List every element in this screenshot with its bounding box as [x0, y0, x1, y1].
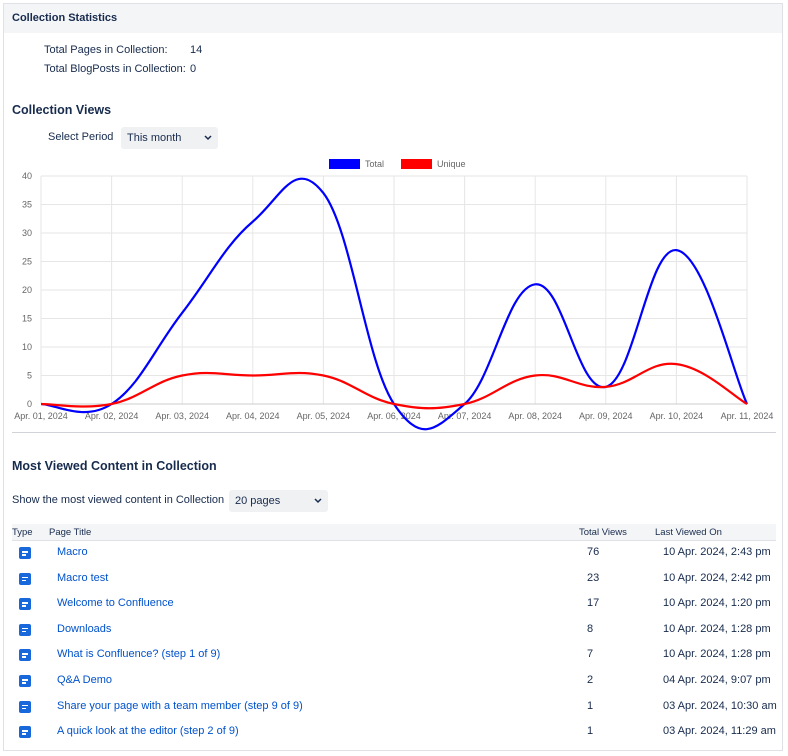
chevron: [314, 498, 322, 504]
legend-swatch: [329, 159, 360, 169]
last-viewed: 10 Apr. 2024, 1:28 pm: [663, 622, 771, 635]
total-views: 8: [587, 622, 594, 635]
total-views: 2: [587, 674, 594, 686]
chevron: [204, 135, 212, 141]
y-tick-label: 30: [22, 228, 32, 238]
count-select[interactable]: 20 pages: [229, 490, 328, 512]
stat-value: 0: [190, 63, 197, 75]
total-views: 76: [587, 546, 600, 558]
page-title-link[interactable]: Macro: [57, 546, 88, 558]
total-views: 17: [587, 597, 600, 610]
last-viewed: 10 Apr. 2024, 2:43 pm: [663, 546, 771, 558]
page-title-link[interactable]: Share your page with a team member (step…: [57, 699, 303, 712]
period-label: Select Period: [48, 131, 114, 143]
page-icon: [19, 649, 31, 662]
x-tick-label: Apr. 08, 2024: [508, 411, 562, 421]
page-title-link[interactable]: Welcome to Confluence: [57, 597, 174, 610]
y-tick-label: 10: [22, 342, 32, 352]
y-tick-label: 35: [22, 200, 32, 210]
series-line: [40, 177, 749, 431]
legend-label: Unique: [437, 159, 466, 169]
total-views: 23: [587, 571, 600, 584]
separator: [12, 432, 776, 433]
column-header: Page Title: [49, 527, 92, 538]
x-tick-label: Apr. 06, 2024: [367, 411, 421, 421]
page-title-link[interactable]: Q&A Demo: [57, 674, 113, 686]
panel-border: [3, 3, 783, 751]
last-viewed: 10 Apr. 2024, 1:20 pm: [663, 597, 771, 610]
header-title: Collection Statistics: [12, 12, 118, 24]
page-icon: [19, 598, 31, 611]
x-tick-label: Apr. 02, 2024: [85, 411, 139, 421]
page-icon: [19, 547, 31, 559]
last-viewed: 03 Apr. 2024, 11:29 am: [663, 725, 776, 738]
y-tick-label: 15: [22, 314, 32, 324]
x-tick-label: Apr. 01, 2024: [14, 411, 68, 421]
count-value: 20 pages: [235, 495, 281, 507]
chart: 0 5 10 15 20 25 30 35 40 Apr. 01, 2024 Apr. 02, 20…: [14, 159, 774, 431]
column-header: Type: [12, 527, 33, 538]
x-tick-label: Apr. 09, 2024: [579, 411, 633, 421]
period-select[interactable]: This month: [121, 127, 218, 149]
table-header: [12, 524, 776, 541]
page-icon: [19, 623, 31, 636]
x-tick-label: Apr. 05, 2024: [297, 411, 351, 421]
page-title-link[interactable]: What is Confluence? (step 1 of 9): [57, 648, 221, 661]
section-title: Collection Views: [12, 103, 112, 117]
page-icon: [19, 675, 31, 687]
page-title-link[interactable]: A quick look at the editor (step 2 of 9): [57, 725, 239, 738]
total-views: 1: [587, 725, 594, 738]
y-tick-label: 20: [22, 285, 32, 295]
last-viewed: 04 Apr. 2024, 9:07 pm: [663, 674, 771, 686]
x-tick-label: Apr. 07, 2024: [438, 411, 492, 421]
legend-label: Total: [365, 159, 384, 169]
y-tick-label: 25: [22, 257, 32, 267]
show-label: Show the most viewed content in Collecti…: [12, 494, 225, 506]
series-line: [40, 362, 748, 410]
x-tick-label: Apr. 04, 2024: [226, 411, 280, 421]
last-viewed: 03 Apr. 2024, 10:30 am: [663, 699, 777, 712]
last-viewed: 10 Apr. 2024, 1:28 pm: [663, 648, 771, 661]
stat-label: Total BlogPosts in Collection:: [44, 63, 186, 75]
last-viewed: 10 Apr. 2024, 2:42 pm: [663, 571, 771, 584]
x-tick-label: Apr. 10, 2024: [650, 411, 704, 421]
y-tick-label: 5: [27, 371, 32, 381]
section-title: Most Viewed Content in Collection: [12, 459, 217, 473]
stat-value: 14: [190, 44, 203, 56]
header-band: [4, 4, 782, 33]
period-value: This month: [127, 132, 182, 144]
total-views: 7: [587, 648, 594, 661]
column-header: Last Viewed On: [655, 527, 722, 538]
page-title-link[interactable]: Macro test: [57, 571, 109, 584]
stat-label: Total Pages in Collection:: [44, 44, 168, 56]
y-tick-label: 0: [27, 399, 32, 409]
total-views: 1: [587, 699, 594, 712]
legend-swatch: [401, 159, 432, 169]
page-icon: [19, 700, 31, 713]
page-icon: [19, 572, 31, 585]
y-tick-label: 40: [22, 171, 32, 181]
x-tick-label: Apr. 03, 2024: [155, 411, 209, 421]
column-header: Total Views: [579, 527, 627, 538]
x-tick-label: Apr. 11, 2024: [721, 411, 774, 421]
page-title-link[interactable]: Downloads: [57, 622, 112, 635]
page-icon: [19, 726, 31, 739]
